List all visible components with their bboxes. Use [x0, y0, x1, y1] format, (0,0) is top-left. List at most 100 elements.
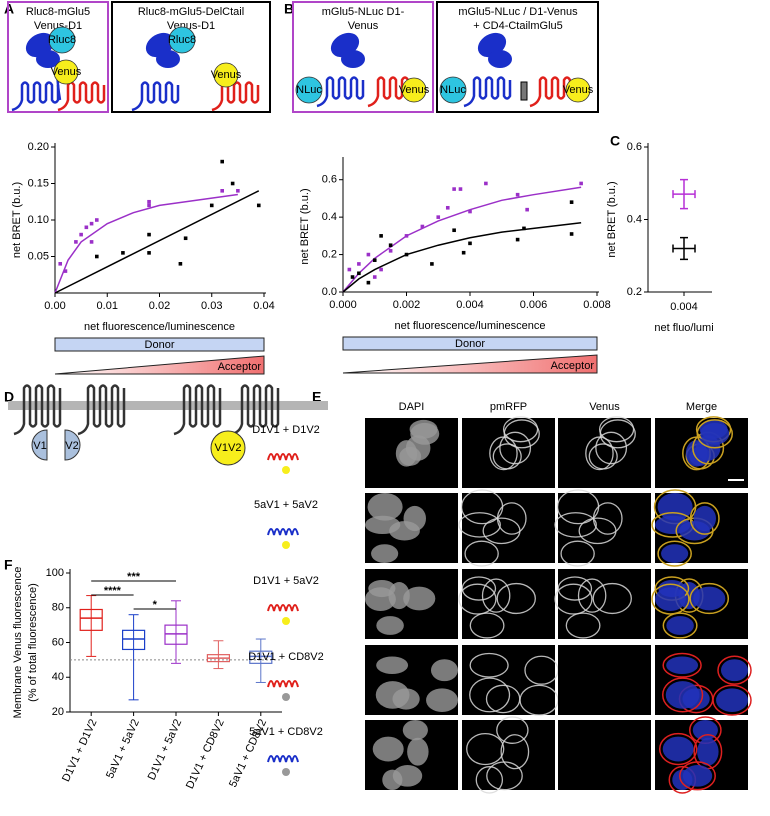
membrane-signal: [486, 761, 523, 791]
data-point: [256, 203, 261, 208]
x-tick-label: 0.04: [253, 300, 274, 312]
construct-title: mGlu5-NLuc D1-: [322, 6, 405, 18]
y-tick-label: 0.6: [627, 141, 642, 153]
data-point: [230, 181, 235, 186]
data-point: [525, 207, 529, 212]
membrane-signal: [464, 540, 499, 567]
x-tick-label: 0.004: [670, 301, 698, 313]
x-axis-label: net fluorescence/luminescence: [84, 321, 235, 333]
protein-tag: [213, 62, 239, 88]
merge-membrane: [689, 502, 720, 535]
membrane-signal: [475, 766, 504, 794]
membrane-signal: [557, 576, 593, 601]
donor-label: Donor: [145, 339, 175, 351]
construct-icon: [267, 680, 299, 688]
merge-nucleus: [666, 616, 694, 635]
merge-nucleus: [700, 422, 730, 445]
membrane-signal: [503, 419, 540, 449]
row-label: 5aV1 + CD8V2: [249, 726, 323, 738]
nucleus: [371, 544, 399, 563]
y-tick-label: 20: [52, 706, 64, 718]
acceptor-label: Acceptor: [551, 360, 595, 372]
membrane-signal: [598, 416, 635, 443]
merge-membrane: [679, 761, 716, 791]
data-point: [569, 232, 574, 236]
data-point: [89, 221, 94, 226]
protein-tag: [295, 76, 323, 104]
protein-tag: [439, 76, 467, 104]
micrograph: [462, 720, 555, 790]
x-tick-label: 0.008: [583, 299, 611, 311]
y-axis-label: (% of total fluorescence): [27, 583, 39, 702]
protein-tag: [48, 26, 76, 54]
membrane-signal: [469, 677, 511, 713]
membrane-signal: [554, 583, 593, 615]
membrane-signal: [496, 582, 536, 615]
box: [121, 629, 146, 651]
merge-nucleus: [693, 586, 726, 611]
y-tick-label: 0.0: [322, 286, 337, 298]
merge-membrane: [662, 677, 704, 713]
receptor-domain: [156, 50, 180, 68]
data-point: [147, 199, 151, 204]
acceptor-ramp: [342, 354, 598, 374]
construct-icon: [267, 755, 299, 763]
receptor-domain: [341, 50, 365, 68]
y-tick-label: 0.6: [322, 174, 337, 186]
merge-nucleus: [720, 659, 748, 682]
fit-curve: [54, 193, 238, 294]
micrograph: [558, 493, 651, 563]
x-tick-label: 0.002: [393, 299, 421, 311]
merge-nucleus: [682, 765, 713, 787]
receptor-7tm: [211, 81, 260, 112]
y-tick-label: 0.4: [322, 211, 337, 223]
data-point: [461, 250, 466, 255]
nucleus: [410, 422, 440, 445]
data-point: [372, 258, 377, 262]
protein-tag: [565, 77, 591, 103]
significance-label: *: [153, 599, 158, 611]
tag-label: Rluc8: [48, 34, 76, 46]
x-tick-label: 0.01: [97, 300, 118, 312]
data-point: [178, 262, 183, 266]
data-point: [95, 218, 99, 222]
merge-nucleus: [693, 505, 716, 532]
merge-nucleus: [665, 681, 700, 709]
x-tick-label: 0.00: [44, 300, 65, 312]
panel-letter: D: [4, 389, 14, 405]
construct-icon: [282, 693, 290, 701]
data-point: [468, 241, 472, 246]
construct-box: [436, 1, 599, 113]
fit-curve: [342, 186, 582, 293]
merge-membrane: [657, 540, 692, 567]
significance-label: ***: [127, 571, 141, 583]
data-point: [379, 234, 383, 238]
fragment-label: V1: [33, 440, 46, 452]
merge-nucleus: [661, 544, 689, 563]
data-point: [452, 187, 456, 191]
data-point: [366, 280, 371, 285]
data-point: [347, 267, 352, 272]
row-label: D1V1 + D1V2: [252, 424, 320, 436]
data-point: [121, 251, 125, 255]
protein-tag: [53, 59, 79, 85]
nucleus: [430, 659, 458, 682]
merge-nucleus: [697, 737, 719, 766]
nucleus: [426, 688, 458, 713]
receptor-7tm: [173, 384, 222, 436]
donor-bar: [342, 336, 598, 351]
x-tick-label: D1V1 + 5aV2: [146, 717, 185, 782]
data-point: [379, 267, 383, 272]
panel-letter: F: [4, 557, 13, 573]
data-point: [357, 262, 361, 266]
y-tick-label: 100: [46, 567, 64, 579]
membrane-signal: [595, 431, 628, 465]
construct-title: mGlu5-NLuc / D1-Venus: [458, 6, 578, 18]
column-header: Merge: [686, 401, 717, 413]
panel-letter: E: [312, 389, 321, 405]
data-point: [183, 236, 188, 241]
panel-letters: A B C D E F: [4, 1, 620, 573]
nucleus: [402, 720, 428, 741]
y-tick-label: 40: [52, 671, 64, 683]
construct-title: Rluc8-mGlu5: [26, 6, 90, 18]
